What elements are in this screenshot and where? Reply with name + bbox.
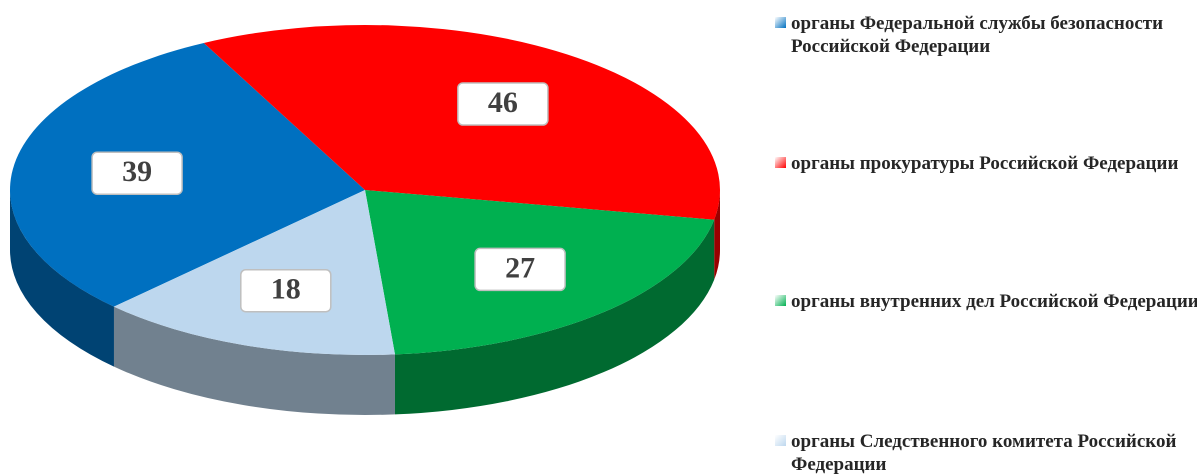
data-label: 27	[505, 251, 535, 284]
data-label-box	[474, 247, 566, 292]
legend-swatch	[775, 295, 786, 306]
data-label: 39	[122, 155, 152, 188]
slice-side	[394, 219, 715, 415]
slice-side	[10, 190, 114, 367]
slice-side	[714, 190, 720, 280]
data-label-box	[91, 151, 183, 195]
data-label-box	[457, 82, 549, 126]
legend-label: органы Федеральной службы безопасности Р…	[791, 13, 1164, 57]
legend-label: органы прокуратуры Российской Федерации	[791, 153, 1179, 174]
legend-entry: органы прокуратуры Российской Федерации	[775, 152, 1197, 175]
legend-label: органы внутренних дел Российской Федерац…	[791, 291, 1197, 312]
legend-swatch	[775, 435, 786, 446]
legend-entry: органы Следственного комитета Российской…	[775, 430, 1197, 476]
data-label-box	[240, 268, 332, 313]
legend-swatch	[775, 157, 786, 168]
slice	[10, 42, 365, 307]
legend-entry: органы внутренних дел Российской Федерац…	[775, 290, 1197, 313]
legend-swatch	[775, 17, 786, 28]
pie-area: 39 46 27 18	[10, 25, 720, 415]
slice-side	[113, 306, 395, 415]
data-label: 18	[271, 273, 301, 306]
legend-label: органы Следственного комитета Российской…	[791, 431, 1177, 475]
legend-entry: органы Федеральной службы безопасности Р…	[775, 12, 1197, 58]
data-label: 46	[488, 86, 518, 119]
